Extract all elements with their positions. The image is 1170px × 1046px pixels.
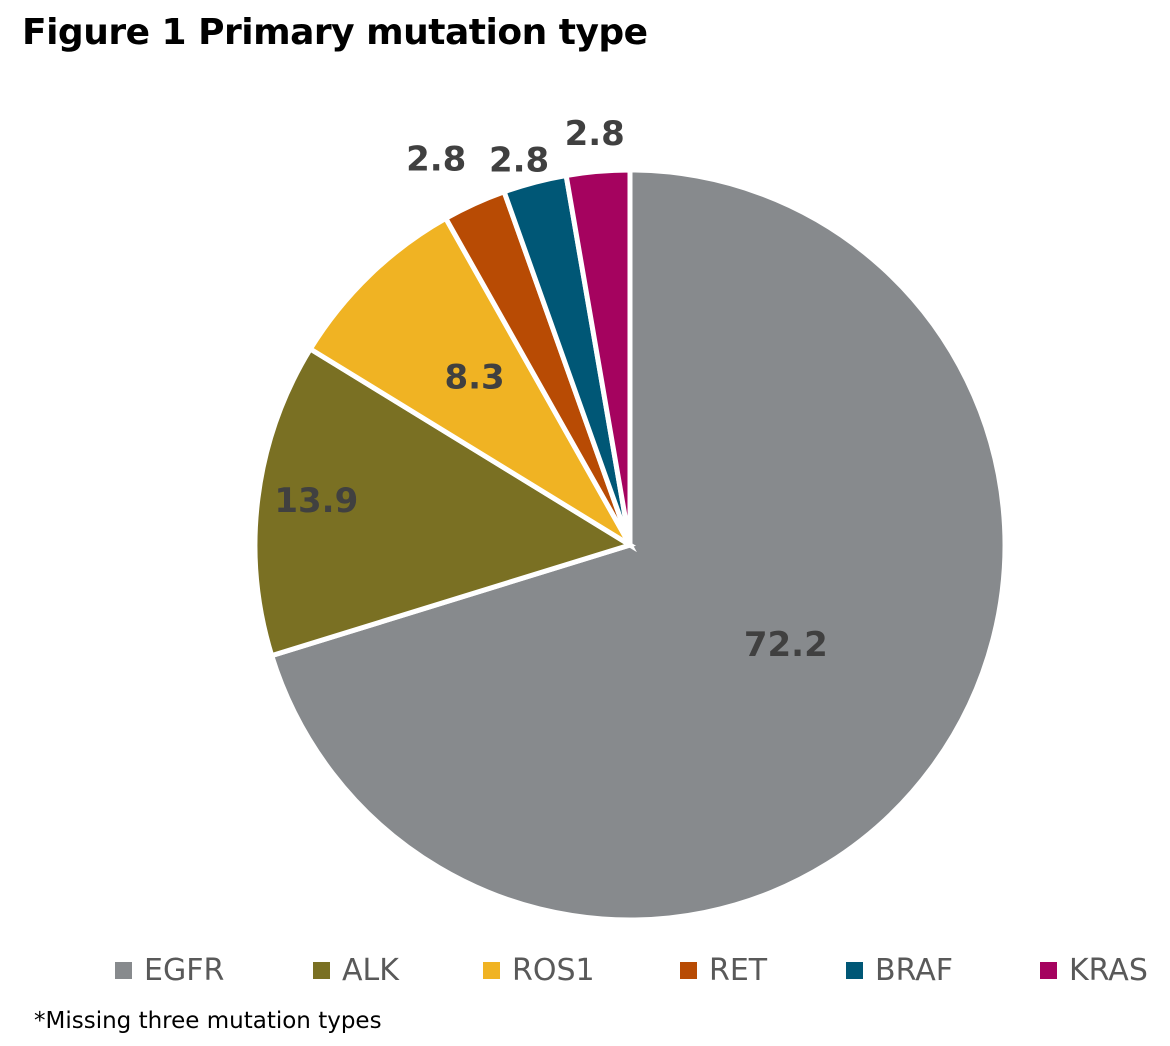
- legend-swatch-egfr: [115, 961, 132, 979]
- data-label-ros1: 8.3: [444, 358, 504, 398]
- legend-label-ros1: ROS1: [512, 952, 595, 988]
- data-label-braf: 2.8: [489, 141, 549, 181]
- legend-label-braf: BRAF: [875, 952, 953, 988]
- legend-swatch-ros1: [483, 961, 500, 979]
- legend-label-egfr: EGFR: [144, 952, 225, 988]
- legend-item-braf: BRAF: [846, 948, 953, 992]
- legend-label-kras: KRAS: [1069, 952, 1148, 988]
- pie-data-labels: 72.2 13.9 8.3 2.8 2.8 2.8: [274, 114, 827, 665]
- chart-title: Figure 1 Primary mutation type: [22, 12, 648, 53]
- legend-swatch-braf: [846, 961, 863, 979]
- legend-item-egfr: EGFR: [115, 948, 224, 992]
- footnote: *Missing three mutation types: [34, 1008, 382, 1034]
- pie-slice-egfr: [268, 167, 1008, 923]
- legend-swatch-alk: [313, 961, 330, 979]
- pie-slice-alk: [252, 345, 637, 659]
- data-label-egfr: 72.2: [744, 625, 828, 665]
- pie-slices: [252, 167, 1008, 923]
- legend-label-ret: RET: [709, 952, 768, 988]
- legend-item-kras: KRAS: [1040, 948, 1148, 992]
- data-label-kras: 2.8: [565, 114, 625, 154]
- legend-item-ros1: ROS1: [483, 948, 595, 992]
- legend: EGFR ALK ROS1 RET BRAF KRAS: [0, 948, 1170, 992]
- legend-swatch-kras: [1040, 961, 1057, 979]
- pie-slice-ros1: [306, 214, 637, 553]
- legend-item-alk: ALK: [313, 948, 399, 992]
- pie-slice-kras: [563, 167, 633, 546]
- data-label-ret: 2.8: [406, 139, 466, 179]
- legend-item-ret: RET: [680, 948, 767, 992]
- legend-swatch-ret: [680, 961, 697, 979]
- legend-label-alk: ALK: [342, 952, 399, 988]
- data-label-alk: 13.9: [274, 481, 358, 521]
